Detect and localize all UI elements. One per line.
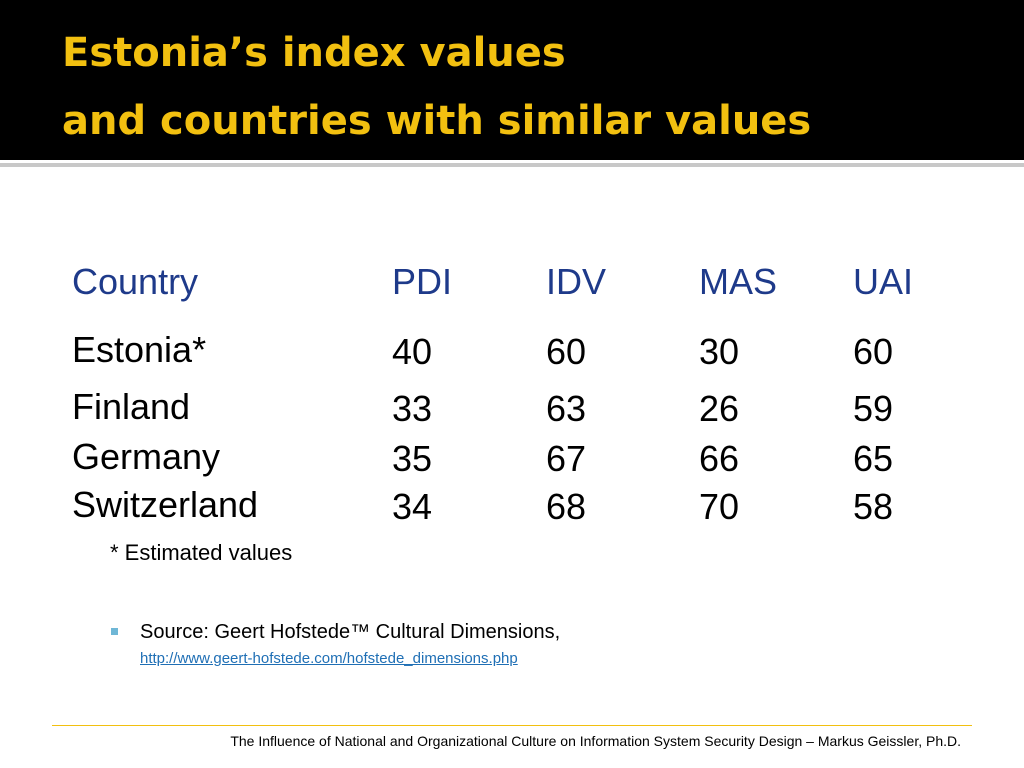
table-cell: 68 [546,486,587,527]
table-cell: 26 [699,388,740,429]
table-cell: 58 [853,486,894,527]
title-line: and countries with similar values [62,98,812,144]
table-cell: 59 [853,388,894,429]
table-cell: 33 [392,388,433,429]
source-link[interactable]: http://www.geert-hofstede.com/hofstede_d… [140,650,518,667]
header-band [0,0,1024,160]
column-header: PDI [392,261,453,302]
table-cell: 60 [546,331,587,372]
column-header: Country [72,261,199,302]
footnote: * Estimated values [110,540,293,565]
bullet [111,628,118,635]
footer-rule [52,725,972,726]
table-cell: 34 [392,486,433,527]
table-cell: 65 [853,438,894,479]
header-rule [0,163,1024,167]
table-cell: 40 [392,331,433,372]
row-label: Estonia* [72,329,207,370]
column-header: UAI [853,261,914,302]
row-label: Germany [72,436,221,477]
source-text: Source: Geert Hofstede™ Cultural Dimensi… [140,621,561,643]
table-cell: 30 [699,331,740,372]
table-cell: 35 [392,438,433,479]
table-cell: 60 [853,331,894,372]
table-cell: 63 [546,388,587,429]
table-cell: 67 [546,438,587,479]
footer: The Influence of National and Organizati… [230,733,961,749]
row-label: Switzerland [72,484,259,525]
table-cell: 66 [699,438,740,479]
table-cell: 70 [699,486,740,527]
column-header: MAS [699,261,778,302]
column-header: IDV [546,261,607,302]
title-line: Estonia’s index values [62,30,566,76]
row-label: Finland [72,386,191,427]
